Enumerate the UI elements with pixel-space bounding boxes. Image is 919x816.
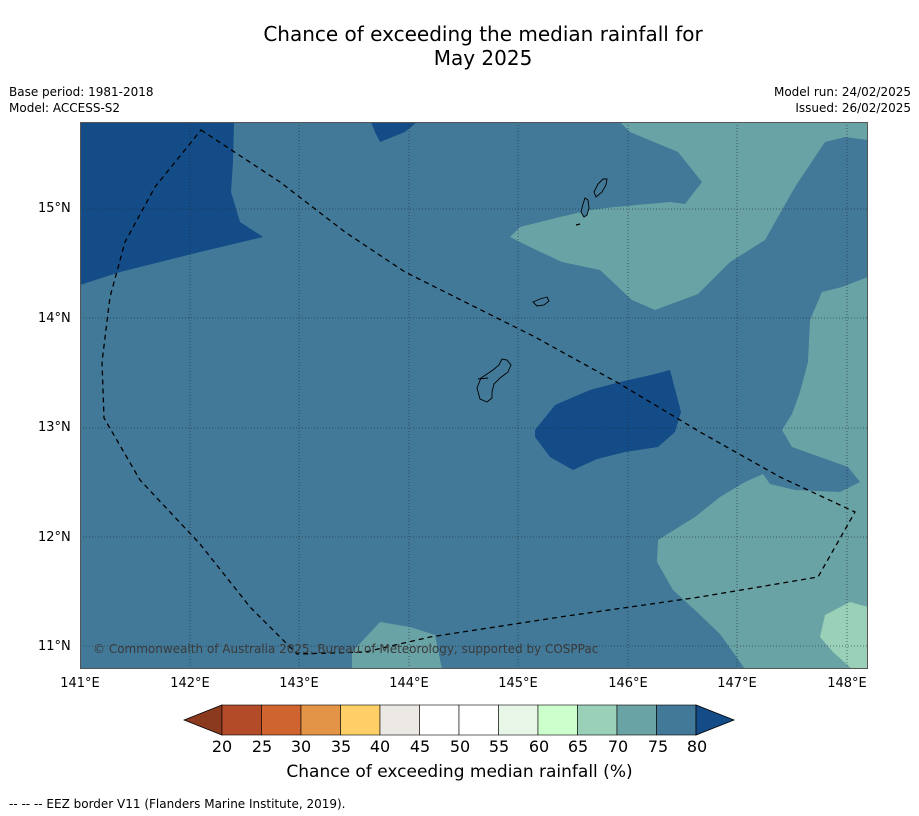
base-period: Base period: 1981-2018 — [9, 85, 154, 99]
colorbar-tick-80: 80 — [686, 737, 708, 756]
map-border — [80, 122, 868, 669]
lat-label-13n: 13°N — [38, 420, 71, 435]
colorbar-tick-70: 70 — [607, 737, 629, 756]
title-line-2: May 2025 — [433, 46, 533, 70]
meta-left: Base period: 1981-2018 Model: ACCESS-S2 — [9, 84, 154, 116]
lon-label-143e: 143°E — [279, 676, 319, 691]
colorbar-segment — [537, 704, 578, 736]
copyright-text: © Commonwealth of Australia 2025, Bureau… — [93, 642, 599, 656]
model-run: Model run: 24/02/2025 — [773, 85, 911, 99]
colorbar-segment — [419, 704, 460, 736]
rota-island — [532, 296, 550, 307]
colorbar-tick-50: 50 — [449, 737, 471, 756]
model-name: Model: ACCESS-S2 — [9, 101, 121, 115]
colorbar — [183, 704, 736, 736]
eez-border-line — [101, 129, 856, 655]
colorbar-tick-35: 35 — [330, 737, 352, 756]
lon-label-148e: 148°E — [827, 676, 867, 691]
lon-label-144e: 144°E — [389, 676, 429, 691]
meta-right: Model run: 24/02/2025 Issued: 26/02/2025 — [774, 84, 911, 116]
map-area — [80, 122, 868, 669]
colorbar-tick-30: 30 — [290, 737, 312, 756]
issued-date: Issued: 26/02/2025 — [795, 101, 911, 115]
colorbar-segment — [261, 704, 302, 736]
eez-footnote: -- -- -- EEZ border V11 (Flanders Marine… — [9, 797, 346, 811]
map-svg — [80, 122, 868, 669]
colorbar-tick-55: 55 — [488, 737, 510, 756]
colorbar-segment — [221, 704, 262, 736]
colorbar-tick-65: 65 — [567, 737, 589, 756]
lon-label-145e: 145°E — [498, 676, 538, 691]
tinian-island — [580, 197, 590, 218]
region-70-75-east — [657, 277, 868, 669]
colorbar-segment — [498, 704, 539, 736]
colorbar-segment — [458, 704, 499, 736]
aguijan-island — [575, 223, 581, 226]
lat-label-15n: 15°N — [38, 201, 71, 216]
lat-label-11n: 11°N — [38, 639, 71, 654]
region-65-70-southeast — [820, 602, 868, 669]
lat-label-14n: 14°N — [38, 311, 71, 326]
guam-island — [476, 358, 512, 403]
colorbar-segment — [340, 704, 381, 736]
colorbar-segment — [300, 704, 341, 736]
lon-label-147e: 147°E — [717, 676, 757, 691]
region-70-75-northeast — [510, 122, 868, 310]
region-80-north — [371, 122, 417, 142]
region-80-west — [80, 122, 263, 285]
colorbar-segment — [616, 704, 657, 736]
map-title: Chance of exceeding the median rainfall … — [0, 22, 919, 70]
lat-label-12n: 12°N — [38, 530, 71, 545]
colorbar-tick-20: 20 — [211, 737, 233, 756]
colorbar-tick-60: 60 — [528, 737, 550, 756]
colorbar-tick-75: 75 — [647, 737, 669, 756]
colorbar-extend-high — [695, 704, 736, 736]
colorbar-tick-45: 45 — [409, 737, 431, 756]
lon-label-146e: 146°E — [608, 676, 648, 691]
colorbar-segments — [183, 704, 736, 736]
title-line-1: Chance of exceeding the median rainfall … — [263, 22, 703, 46]
saipan-island — [593, 178, 608, 198]
lon-label-142e: 142°E — [170, 676, 210, 691]
lon-label-141e: 141°E — [60, 676, 100, 691]
graticule — [80, 122, 868, 669]
colorbar-title: Chance of exceeding median rainfall (%) — [286, 762, 633, 782]
colorbar-tick-25: 25 — [251, 737, 273, 756]
colorbar-tick-40: 40 — [369, 737, 391, 756]
colorbar-segment — [379, 704, 420, 736]
guam-reef — [477, 377, 489, 380]
region-80-center — [535, 370, 681, 470]
colorbar-segment — [577, 704, 618, 736]
colorbar-extend-low — [183, 704, 223, 736]
region-70-75-south — [352, 622, 442, 669]
colorbar-segment — [656, 704, 697, 736]
